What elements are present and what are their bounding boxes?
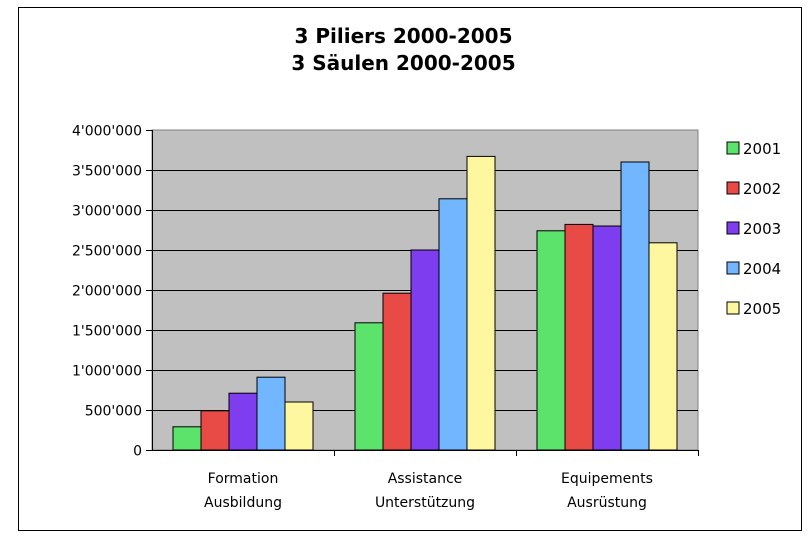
- category-label: Unterstützung: [375, 495, 475, 511]
- bar-2001-3: [536, 230, 566, 451]
- y-tick-label: 1'000'000: [72, 364, 142, 380]
- bar-2001-1: [172, 426, 202, 451]
- legend-swatch-2001: [726, 141, 740, 155]
- legend-label: 2004: [743, 260, 781, 278]
- bar-2001-2: [354, 322, 384, 451]
- legend-label: 2003: [743, 220, 781, 238]
- y-tick-label: 1'500'000: [72, 324, 142, 340]
- legend-swatch-2003: [726, 221, 740, 235]
- y-tick-label: 2'000'000: [72, 284, 142, 300]
- y-tick-label: 2'500'000: [72, 244, 142, 260]
- y-tick-label: 3'000'000: [72, 204, 142, 220]
- bar-2005-2: [466, 155, 496, 451]
- legend-swatch-2004: [726, 261, 740, 275]
- category-label: Equipements: [561, 471, 653, 487]
- legend-swatch-2005: [726, 301, 740, 315]
- chart-title-line-1: 3 Piliers 2000-2005: [294, 24, 513, 48]
- bar-2003-3: [592, 225, 622, 451]
- category-label: Assistance: [388, 471, 463, 487]
- bar-2003-2: [410, 249, 440, 451]
- chart-title-line-2: 3 Säulen 2000-2005: [291, 51, 516, 75]
- bar-2004-1: [256, 376, 286, 451]
- category-label: Ausbildung: [204, 495, 282, 511]
- category-label: Ausrüstung: [567, 495, 647, 511]
- y-tick-label: 3'500'000: [72, 164, 142, 180]
- legend-label: 2001: [743, 140, 781, 158]
- y-tick-label: 500'000: [85, 404, 142, 420]
- legend-label: 2005: [743, 300, 781, 318]
- y-tick-label: 4'000'000: [72, 124, 142, 140]
- legend-swatch-2002: [726, 181, 740, 195]
- bar-2002-1: [200, 410, 230, 451]
- category-label: Formation: [208, 471, 279, 487]
- bar-2005-1: [284, 401, 314, 451]
- legend-label: 2002: [743, 180, 781, 198]
- bar-2002-3: [564, 223, 594, 451]
- y-tick-label: 0: [133, 444, 142, 460]
- bar-2005-3: [648, 242, 678, 451]
- bar-2004-2: [438, 198, 468, 451]
- bar-2003-1: [228, 392, 258, 451]
- bar-2002-2: [382, 292, 412, 451]
- bar-2004-3: [620, 161, 650, 451]
